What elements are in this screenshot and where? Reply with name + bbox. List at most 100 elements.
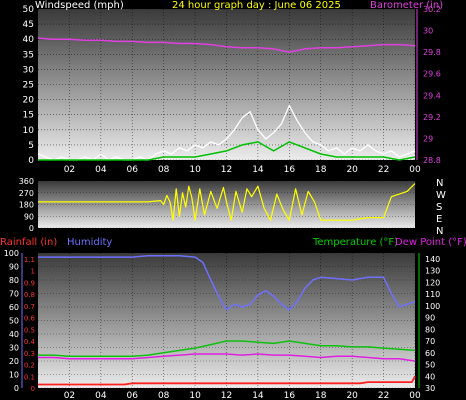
rain-y-tick-label: 0.4 — [24, 338, 36, 346]
x-tick-label: 20 — [346, 391, 358, 400]
x-tick-label: 14 — [252, 391, 264, 400]
rainfall-line — [38, 375, 416, 386]
x-tick-label: 16 — [284, 391, 296, 400]
wind-y-tick-label: 15 — [23, 111, 34, 121]
rain-y-tick-label: 1.1 — [24, 256, 35, 264]
rain-y-tick-label: 0 — [31, 385, 35, 393]
x-tick-label: 18 — [315, 165, 327, 175]
humidity-y-tick-label: 100 — [4, 249, 19, 258]
direction-plot-area — [38, 181, 415, 228]
humidity-line — [38, 254, 416, 311]
wind-y-tick-label: 0 — [28, 156, 34, 166]
temperature-line — [38, 340, 416, 358]
humidity-y-tick-label: 40 — [9, 330, 19, 339]
barometer-y-tick-label: 29 — [423, 134, 433, 143]
temperature-axis-title: Temperature (°F) — [312, 237, 398, 248]
temp-y-tick-label: 130 — [425, 267, 440, 276]
compass-west: W — [436, 190, 446, 201]
temp-y-tick-label: 120 — [425, 278, 440, 287]
barometer-y-tick-label: 29.8 — [423, 48, 441, 57]
temp-y-tick-label: 110 — [425, 290, 440, 299]
barometer-y-tick-label: 30 — [423, 27, 433, 36]
rain-y-tick-label: 0.2 — [24, 362, 35, 370]
rain-y-tick-label: 0.6 — [24, 315, 36, 323]
compass-north-top: N — [436, 178, 443, 189]
wind-y-tick-label: 25 — [23, 81, 34, 91]
wind-speed-line — [38, 141, 416, 161]
x-tick-label: 10 — [189, 391, 201, 400]
compass-north-bottom: N — [436, 226, 443, 237]
barometer-y-tick-label: 29.4 — [423, 91, 441, 100]
direction-y-tick-label: 0 — [29, 224, 34, 233]
wind-direction-line — [38, 183, 416, 221]
x-tick-label: 00 — [409, 391, 421, 400]
temp-y-tick-label: 80 — [425, 325, 435, 334]
barometer-y-tick-label: 29.6 — [423, 70, 441, 79]
x-tick-label: 04 — [95, 391, 107, 400]
wind-y-tick-label: 10 — [23, 126, 35, 136]
x-tick-label: 00 — [409, 165, 421, 175]
rain-y-tick-label: 0.8 — [24, 291, 35, 299]
temp-y-tick-label: 70 — [425, 337, 435, 346]
wind-axis-title: Windspeed (mph) — [35, 0, 124, 11]
x-tick-label: 12 — [221, 165, 232, 175]
temp-y-tick-label: 60 — [425, 349, 435, 358]
humidity-axis-title: Humidity — [67, 237, 112, 248]
compass-east: E — [436, 214, 442, 225]
wind-y-tick-label: 35 — [23, 50, 34, 60]
graph-title: 24 hour graph day : June 06 2025 — [172, 0, 341, 11]
humidity-y-tick-label: 80 — [9, 276, 19, 285]
rainfall-axis-title: Rainfall (in) — [0, 237, 57, 248]
wind-y-tick-label: 5 — [28, 141, 34, 151]
direction-y-tick-label: 270 — [19, 189, 34, 198]
x-tick-label: 08 — [158, 165, 170, 175]
rain-humidity-plot-area — [38, 253, 415, 388]
rain-y-tick-label: 0.5 — [24, 326, 35, 334]
humidity-y-tick-label: 0 — [14, 384, 19, 393]
humidity-y-tick-label: 70 — [9, 290, 19, 299]
x-tick-label: 22 — [378, 165, 389, 175]
x-tick-label: 14 — [252, 165, 264, 175]
dewpoint-line — [38, 353, 416, 362]
wind-gust-line — [37, 104, 416, 161]
temp-y-tick-label: 50 — [425, 361, 435, 370]
humidity-y-tick-label: 60 — [9, 303, 19, 312]
x-tick-label: 04 — [95, 165, 107, 175]
wind-y-tick-label: 45 — [23, 20, 34, 30]
direction-y-tick-label: 180 — [19, 201, 34, 210]
barometer-line — [37, 37, 416, 53]
temp-y-tick-label: 30 — [425, 384, 435, 393]
x-tick-label: 02 — [64, 391, 75, 400]
barometer-y-tick-label: 29.2 — [423, 113, 441, 122]
rain-y-tick-label: 0.9 — [24, 279, 35, 287]
humidity-y-tick-label: 90 — [9, 263, 19, 272]
rain-y-tick-label: 0.1 — [24, 373, 35, 381]
x-tick-label: 12 — [221, 391, 232, 400]
humidity-y-tick-label: 50 — [9, 317, 19, 326]
x-tick-label: 02 — [64, 165, 75, 175]
x-tick-label: 16 — [284, 165, 296, 175]
wind-y-tick-label: 50 — [23, 5, 35, 15]
humidity-y-tick-label: 10 — [9, 371, 19, 380]
direction-y-tick-label: 90 — [24, 212, 34, 221]
temp-y-tick-label: 40 — [425, 372, 435, 381]
temp-y-tick-label: 90 — [425, 314, 435, 323]
barometer-axis-title: Barometer (in) — [370, 0, 443, 11]
x-tick-label: 20 — [346, 165, 358, 175]
x-tick-label: 08 — [158, 391, 170, 400]
rain-y-tick-label: 1 — [31, 268, 35, 276]
x-tick-label: 22 — [378, 391, 389, 400]
direction-y-tick-label: 360 — [19, 177, 34, 186]
wind-y-tick-label: 30 — [23, 65, 35, 75]
x-tick-label: 18 — [315, 391, 327, 400]
rain-y-tick-label: 0.7 — [24, 303, 35, 311]
barometer-y-tick-label: 30.2 — [423, 5, 441, 14]
wind-y-tick-label: 40 — [23, 35, 35, 45]
temp-y-tick-label: 140 — [425, 255, 440, 264]
x-tick-label: 10 — [189, 165, 201, 175]
humidity-y-tick-label: 20 — [9, 357, 19, 366]
x-tick-label: 06 — [127, 391, 139, 400]
compass-south: S — [436, 202, 442, 213]
